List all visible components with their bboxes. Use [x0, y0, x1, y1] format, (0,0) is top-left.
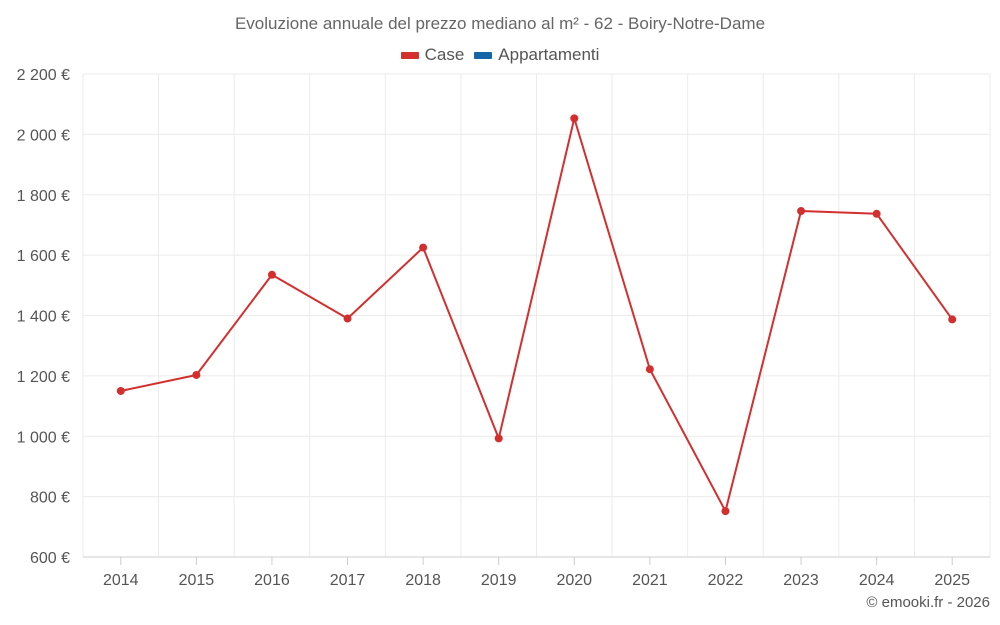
y-tick-label: 1 400 € [17, 309, 70, 326]
data-point [116, 386, 125, 395]
y-tick-label: 1 800 € [17, 188, 70, 205]
y-tick-label: 1 000 € [17, 429, 70, 446]
data-point [872, 209, 881, 218]
legend-label-appartamenti: Appartamenti [498, 45, 600, 64]
data-point [419, 243, 428, 252]
x-tick-label: 2022 [708, 572, 744, 589]
x-tick-label: 2015 [179, 572, 215, 589]
x-tick-label: 2021 [632, 572, 668, 589]
y-tick-label: 800 € [30, 490, 70, 507]
x-tick-label: 2016 [254, 572, 290, 589]
chart-title: Evoluzione annuale del prezzo mediano al… [234, 14, 766, 33]
legend-swatch-case [400, 51, 419, 59]
data-point [797, 207, 806, 216]
legend: Case Appartamenti [0, 45, 1000, 65]
y-tick-label: 1 600 € [17, 248, 70, 265]
x-tick-label: 2023 [783, 572, 819, 589]
y-tick-label: 2 200 € [17, 67, 70, 84]
data-point [645, 365, 654, 374]
y-tick-label: 600 € [30, 550, 70, 567]
x-tick-label: 2014 [103, 572, 139, 589]
legend-item-appartamenti[interactable]: Appartamenti [474, 45, 599, 65]
x-tick-label: 2025 [934, 572, 970, 589]
data-point [267, 270, 276, 279]
x-tick-label: 2019 [481, 572, 517, 589]
data-point [192, 370, 201, 379]
x-tick-label: 2017 [330, 572, 366, 589]
x-tick-label: 2018 [405, 572, 441, 589]
data-point [570, 114, 579, 123]
axes: 600 € 800 € 1 000 € 1 200 € 1 400 € 1 600 € 1 … [17, 67, 990, 589]
data-point [721, 507, 730, 516]
grid [82, 73, 991, 557]
legend-item-case[interactable]: Case [400, 45, 465, 65]
series-line-case [120, 117, 954, 513]
x-tick-label: 2020 [556, 572, 592, 589]
data-point [948, 315, 957, 324]
legend-swatch-appartamenti [474, 51, 493, 59]
data-point [343, 314, 352, 323]
credit-text: © emooki.fr - 2026 [866, 594, 990, 611]
series [116, 114, 957, 516]
x-tick-label: 2024 [859, 572, 895, 589]
y-tick-label: 1 200 € [17, 369, 70, 386]
legend-label-case: Case [424, 45, 465, 64]
y-tick-label: 2 000 € [17, 127, 70, 144]
data-point [494, 434, 503, 443]
